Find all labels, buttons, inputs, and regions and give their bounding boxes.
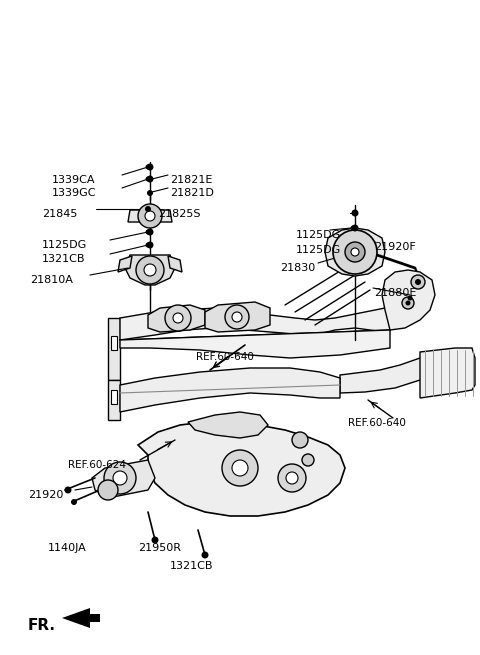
Text: 1321CB: 1321CB [42,254,85,264]
Circle shape [145,229,151,234]
Text: 21825S: 21825S [158,209,201,219]
Circle shape [146,242,154,248]
Bar [111,390,117,404]
Text: 1125DG: 1125DG [296,245,341,255]
Circle shape [225,305,249,329]
Circle shape [146,176,154,183]
Circle shape [136,256,164,284]
Circle shape [71,499,77,505]
Polygon shape [420,348,475,398]
Circle shape [232,460,248,476]
Polygon shape [128,210,172,222]
Circle shape [145,206,151,212]
Text: 1140JA: 1140JA [48,543,87,553]
Bar [111,336,117,350]
Polygon shape [120,330,390,358]
Circle shape [345,242,365,262]
Circle shape [98,480,118,500]
Circle shape [113,471,127,485]
Circle shape [408,295,412,301]
Polygon shape [168,256,182,272]
Circle shape [402,297,414,309]
Polygon shape [138,422,345,516]
Circle shape [152,536,158,544]
Polygon shape [205,302,270,332]
Text: REF.60-640: REF.60-640 [348,418,406,428]
Circle shape [351,210,359,217]
Circle shape [406,301,410,305]
Circle shape [292,432,308,448]
Text: 21920: 21920 [28,490,63,500]
Circle shape [286,472,298,484]
Circle shape [278,464,306,492]
Polygon shape [120,368,340,412]
Text: 21810A: 21810A [30,275,73,285]
Polygon shape [118,256,132,272]
Circle shape [165,305,191,331]
Polygon shape [188,412,268,438]
Circle shape [351,248,359,256]
Circle shape [351,225,359,231]
Circle shape [302,454,314,466]
Circle shape [232,312,242,322]
Text: 21821D: 21821D [170,188,214,198]
Circle shape [138,204,162,228]
Polygon shape [120,308,390,340]
Circle shape [333,230,377,274]
Circle shape [222,450,258,486]
Text: 21950R: 21950R [138,543,181,553]
Polygon shape [340,350,455,393]
Circle shape [202,552,208,559]
Circle shape [173,313,183,323]
Circle shape [146,229,154,236]
Polygon shape [148,305,205,332]
Text: REF.60-640: REF.60-640 [196,352,254,362]
Circle shape [411,275,425,289]
Text: 21880E: 21880E [374,288,416,298]
Text: FR.: FR. [28,618,56,633]
Circle shape [350,225,356,231]
Circle shape [145,211,155,221]
Circle shape [145,242,151,248]
Polygon shape [325,228,385,276]
Text: 21920F: 21920F [374,242,416,252]
Polygon shape [108,380,120,420]
Circle shape [144,264,156,276]
Text: 1125DG: 1125DG [296,230,341,240]
Polygon shape [92,460,155,498]
Circle shape [147,190,153,196]
Text: 1339CA: 1339CA [52,175,96,185]
Circle shape [146,164,154,170]
Circle shape [145,176,151,181]
Polygon shape [62,608,100,628]
Text: REF.60-624: REF.60-624 [68,460,126,470]
Text: 1125DG: 1125DG [42,240,87,250]
Polygon shape [125,255,175,285]
Circle shape [145,164,151,170]
Text: 21845: 21845 [42,209,77,219]
Text: 1321CB: 1321CB [170,561,214,571]
Circle shape [415,279,421,285]
Text: 21830: 21830 [280,263,315,273]
Text: 1339GC: 1339GC [52,188,96,198]
Circle shape [64,487,72,493]
Polygon shape [382,270,435,330]
Text: 21821E: 21821E [170,175,212,185]
Circle shape [104,462,136,494]
Polygon shape [108,318,120,380]
